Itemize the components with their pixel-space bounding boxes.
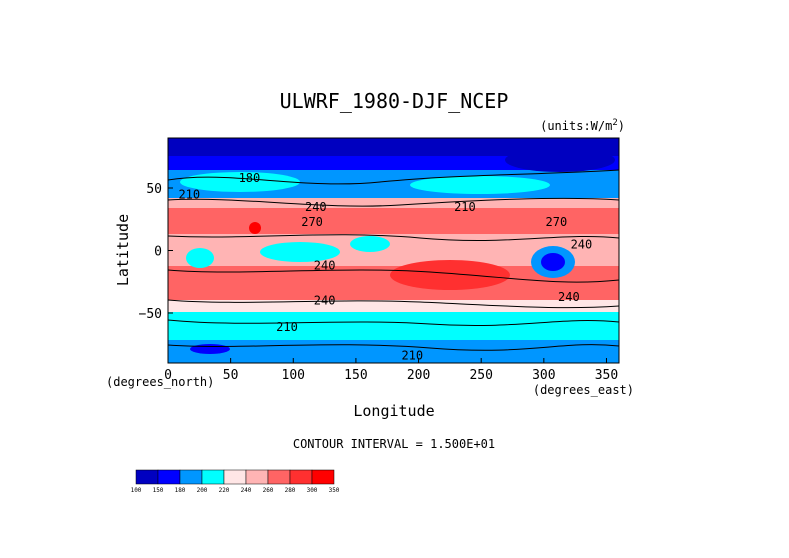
colorbar-cell <box>223 469 247 485</box>
colorbar-level-label: 180 <box>175 487 186 494</box>
contour-label: 270 <box>301 215 323 229</box>
field-band-transition-north <box>168 198 619 208</box>
colorbar: 100 150 180 200 220 240 260 280 300 350 <box>131 469 340 494</box>
field-blob-maritime-continent <box>260 242 340 262</box>
x-tick-label: 100 <box>282 368 305 383</box>
x-axis: 0 50 100 150 200 250 300 350 <box>164 358 618 383</box>
x-tick-label: 300 <box>532 368 555 383</box>
contour-label: 210 <box>178 187 200 201</box>
units-label: (units:W/m2) <box>540 118 625 133</box>
contour-line <box>168 197 619 207</box>
contour-line <box>168 319 619 326</box>
y-tick-label: 50 <box>146 182 162 197</box>
colorbar-level-label: 240 <box>241 487 252 494</box>
contour-label: 240 <box>314 294 336 308</box>
y-unit-label: (degrees_north) <box>106 375 214 389</box>
contour-label: 240 <box>571 237 593 251</box>
contour-label: 270 <box>546 215 568 229</box>
colorbar-cell <box>267 469 291 485</box>
field-band-subtropics-north <box>168 208 619 234</box>
colorbar-cell <box>179 469 203 485</box>
contour-line <box>168 344 619 351</box>
contour-label: 210 <box>454 200 476 214</box>
field-blob-south-ocean <box>190 344 230 354</box>
contour-label: 240 <box>314 259 336 273</box>
contour-interval-note: CONTOUR INTERVAL = 1.500E+01 <box>293 437 495 451</box>
colorbar-cell <box>201 469 225 485</box>
colorbar-level-label: 150 <box>153 487 164 494</box>
colorbar-level-label: 300 <box>307 487 318 494</box>
contour-line <box>168 169 619 185</box>
field-blob-south-pacific <box>390 260 510 290</box>
x-tick-label: 0 <box>164 368 172 383</box>
colorbar-level-label: 220 <box>219 487 230 494</box>
field-blob-amazon-inner <box>541 253 565 271</box>
colorbar-cell <box>289 469 313 485</box>
y-axis: 50 0 −50 <box>139 182 173 322</box>
colorbar-level-label: 260 <box>263 487 274 494</box>
field-blob-sahara-hot <box>249 222 261 234</box>
chart-title: ULWRF_1980-DJF_NCEP <box>280 89 509 113</box>
colorbar-cell <box>311 469 335 485</box>
y-tick-label: 0 <box>154 245 162 260</box>
contour-label: 210 <box>401 349 423 363</box>
field-blob-arctic-east <box>505 148 615 172</box>
x-tick-label: 150 <box>344 368 367 383</box>
field-blob-north-atlantic <box>410 176 550 194</box>
field-band-subpolar-south <box>168 340 619 363</box>
field-blob-maritime-east <box>350 236 390 252</box>
y-axis-title: Latitude <box>114 214 132 286</box>
field-band-arctic <box>168 138 619 156</box>
x-tick-label: 350 <box>595 368 618 383</box>
colorbar-level-label: 200 <box>197 487 208 494</box>
x-tick-label: 200 <box>407 368 430 383</box>
x-axis-title: Longitude <box>353 402 434 420</box>
y-tick-label: −50 <box>139 307 162 322</box>
contour-label: 210 <box>276 320 298 334</box>
colorbar-level-label: 100 <box>131 487 142 494</box>
colorbar-cell <box>245 469 269 485</box>
contour-line <box>168 299 619 309</box>
colorbar-level-label: 350 <box>329 487 340 494</box>
field-blob-africa <box>186 248 214 268</box>
contour-label: 240 <box>558 290 580 304</box>
contour-lines <box>168 169 619 351</box>
colorbar-cell <box>157 469 181 485</box>
colorbar-cell <box>135 469 159 485</box>
contour-label: 240 <box>305 200 327 214</box>
field-band-transition-south <box>168 300 619 312</box>
contour-line <box>168 234 619 242</box>
plot-area <box>168 138 619 363</box>
contour-label: 180 <box>239 171 261 185</box>
x-tick-label: 250 <box>469 368 492 383</box>
x-tick-label: 50 <box>223 368 239 383</box>
contour-line <box>168 269 619 283</box>
colorbar-level-label: 280 <box>285 487 296 494</box>
x-unit-label: (degrees_east) <box>533 383 634 397</box>
field-band-midlat-south <box>168 312 619 340</box>
